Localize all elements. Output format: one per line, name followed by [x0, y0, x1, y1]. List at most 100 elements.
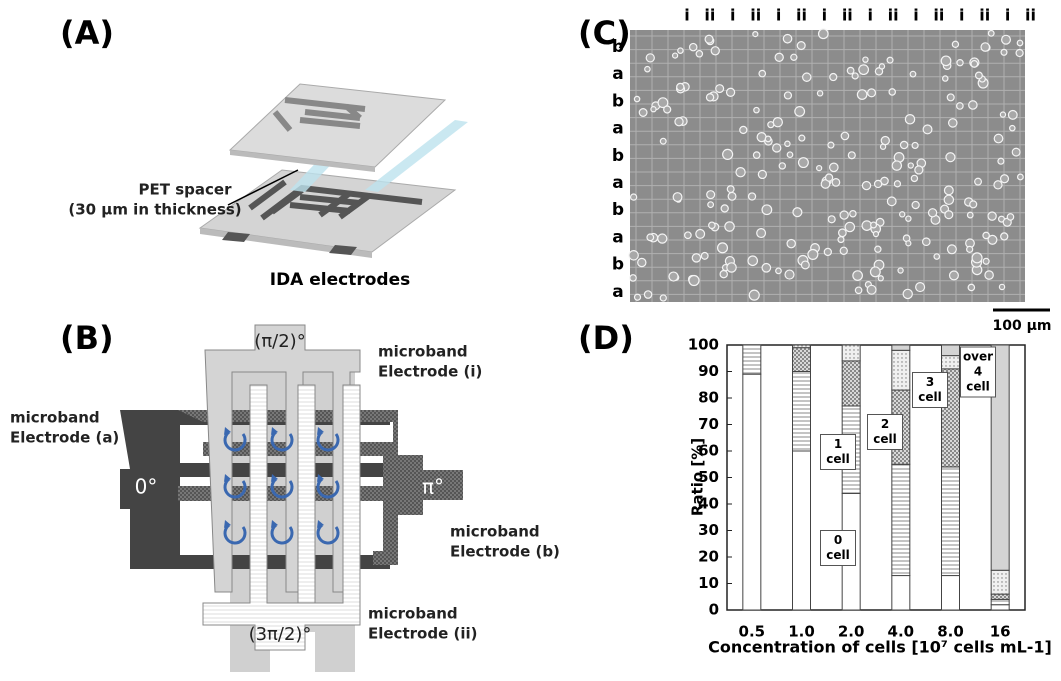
cell: [685, 232, 692, 239]
cell: [784, 92, 791, 99]
cell: [946, 153, 955, 162]
cell: [639, 109, 647, 117]
cell: [1010, 125, 1015, 130]
column-label: ii: [888, 6, 899, 25]
bar-segment: [842, 345, 860, 361]
cell: [646, 54, 654, 62]
column-label: ii: [1025, 6, 1036, 25]
annotation: (30 μm in thickness): [68, 201, 241, 219]
column-label: i: [1005, 6, 1010, 25]
cell: [690, 43, 697, 50]
cell: [706, 94, 713, 101]
cell: [773, 118, 782, 127]
cell: [947, 94, 954, 101]
column-label: i: [959, 6, 964, 25]
cell: [727, 263, 736, 272]
cell: [801, 261, 809, 269]
bar-segment: [892, 464, 910, 575]
phase-label: (3π/2)°: [249, 624, 312, 645]
cell: [889, 89, 895, 95]
cell: [957, 60, 963, 66]
cell: [634, 294, 640, 300]
electrode-label: Electrode (i): [378, 363, 482, 381]
cell: [819, 29, 829, 39]
cell: [762, 205, 772, 215]
cell: [983, 258, 989, 264]
cell: [708, 202, 714, 208]
cell: [658, 234, 667, 243]
x-tick-label: 4.0: [888, 623, 915, 641]
row-label: a: [612, 227, 623, 247]
cell: [949, 119, 957, 127]
cell: [848, 152, 855, 159]
cell: [787, 152, 792, 157]
cell: [711, 47, 719, 55]
cell: [797, 42, 805, 50]
cell: [692, 254, 700, 262]
row-label: b: [612, 37, 624, 57]
column-label: ii: [796, 6, 807, 25]
bar-segment: [991, 594, 1009, 599]
bar-segment: [892, 345, 910, 350]
cell: [779, 163, 785, 169]
cell: [696, 51, 702, 57]
cell: [971, 61, 978, 68]
y-tick-label: 50: [698, 468, 719, 486]
cell: [950, 271, 959, 280]
cell: [749, 290, 759, 300]
cell: [768, 122, 774, 128]
cell: [723, 149, 733, 159]
cell: [878, 276, 883, 281]
x-tick-label: 2.0: [838, 623, 865, 641]
cell: [660, 138, 666, 144]
column-label: i: [730, 6, 735, 25]
cell: [754, 107, 759, 112]
panel-label: (D): [578, 319, 634, 357]
cell: [857, 90, 866, 99]
row-label: a: [612, 173, 623, 193]
y-tick-label: 90: [698, 362, 719, 380]
cell: [830, 163, 838, 171]
cell: [634, 96, 639, 101]
segment-label: 1 cell: [820, 434, 856, 470]
cell: [689, 275, 699, 285]
cell: [629, 251, 638, 260]
page: (A) PET spacer (30 μm in thickness) IDA …: [0, 0, 1061, 681]
segment-label: 0 cell: [820, 530, 856, 566]
row-label: b: [612, 200, 624, 220]
cell: [817, 91, 822, 96]
column-label: i: [913, 6, 918, 25]
cell: [998, 158, 1004, 164]
column-label: ii: [842, 6, 853, 25]
segment-label: over 4 cell: [960, 347, 996, 398]
y-tick-label: 100: [688, 336, 719, 354]
cell: [994, 181, 1002, 189]
column-label: ii: [704, 6, 715, 25]
scale-bar-label: 100 μm: [993, 318, 1052, 334]
y-tick-label: 30: [698, 521, 719, 539]
column-label: ii: [979, 6, 990, 25]
row-label: a: [612, 64, 623, 84]
cell: [903, 289, 912, 298]
bar-segment: [793, 348, 811, 372]
cell: [753, 152, 759, 158]
cell: [905, 115, 914, 124]
cell: [943, 76, 948, 81]
cell: [887, 57, 893, 63]
bar-segment: [793, 345, 811, 348]
electrode-label: Electrode (b): [450, 543, 560, 561]
cell: [944, 195, 953, 204]
cell: [677, 83, 684, 90]
cell: [748, 256, 757, 265]
cell: [968, 284, 974, 290]
y-tick-label: 80: [698, 389, 719, 407]
cell: [867, 285, 876, 294]
cell: [840, 211, 848, 219]
cell: [651, 107, 656, 112]
cell: [985, 271, 993, 279]
cell: [859, 65, 869, 75]
x-tick-label: 16: [990, 623, 1011, 641]
cell: [862, 181, 870, 189]
cell: [875, 246, 881, 252]
electrode-label: microband: [378, 343, 468, 361]
